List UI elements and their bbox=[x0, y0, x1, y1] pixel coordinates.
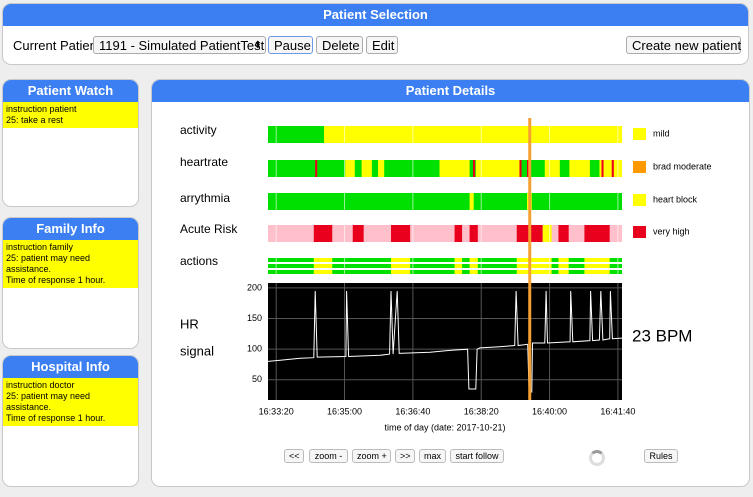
info-panel: Family Info instruction family 25: patie… bbox=[2, 217, 139, 349]
rules-button[interactable]: Rules bbox=[644, 449, 678, 463]
message: Time of response 1 hour. bbox=[6, 413, 106, 423]
message: instruction family bbox=[6, 242, 74, 252]
control-button[interactable]: zoom - bbox=[309, 449, 348, 463]
delete-button[interactable]: Delete bbox=[316, 36, 363, 54]
messages: instruction patient 25: take a rest bbox=[3, 102, 138, 128]
panel-title: Patient Selection bbox=[3, 4, 748, 26]
message: instruction doctor bbox=[6, 380, 75, 390]
control-button[interactable]: start follow bbox=[450, 449, 504, 463]
messages: instruction doctor 25: patient may need … bbox=[3, 378, 138, 426]
message: Time of response 1 hour. bbox=[6, 275, 106, 285]
patient-select[interactable]: 1191 - Simulated PatientTest ⬍ bbox=[93, 36, 266, 54]
edit-button[interactable]: Edit bbox=[366, 36, 398, 54]
control-button[interactable]: << bbox=[284, 449, 304, 463]
info-panel: Patient Watch instruction patient 25: ta… bbox=[2, 79, 139, 207]
select-value: 1191 - Simulated PatientTest bbox=[99, 38, 265, 53]
details-panel: Patient Details bbox=[151, 79, 750, 487]
message: 25: patient may need assistance. bbox=[6, 391, 91, 412]
pause-button[interactable]: Pause bbox=[268, 36, 313, 54]
panel-title: Patient Watch bbox=[3, 80, 138, 102]
message: 25: take a rest bbox=[6, 115, 64, 125]
panel-title: Patient Details bbox=[152, 80, 749, 102]
select-arrow: ⬍ bbox=[253, 40, 262, 51]
control-button[interactable]: zoom + bbox=[352, 449, 391, 463]
panel-title: Hospital Info bbox=[3, 356, 138, 378]
messages: instruction family 25: patient may need … bbox=[3, 240, 138, 288]
patient-label: Current Patient: bbox=[13, 38, 105, 53]
message: instruction patient bbox=[6, 104, 77, 114]
selection-panel: Patient Selection Current Patient: 1191 … bbox=[2, 3, 749, 65]
control-button[interactable]: >> bbox=[395, 449, 415, 463]
info-panel: Hospital Info instruction doctor 25: pat… bbox=[2, 355, 139, 487]
panel-title: Family Info bbox=[3, 218, 138, 240]
control-button[interactable]: max bbox=[419, 449, 446, 463]
spinner bbox=[589, 450, 605, 466]
create-button[interactable]: Create new patient bbox=[626, 36, 741, 54]
message: 25: patient may need assistance. bbox=[6, 253, 91, 274]
